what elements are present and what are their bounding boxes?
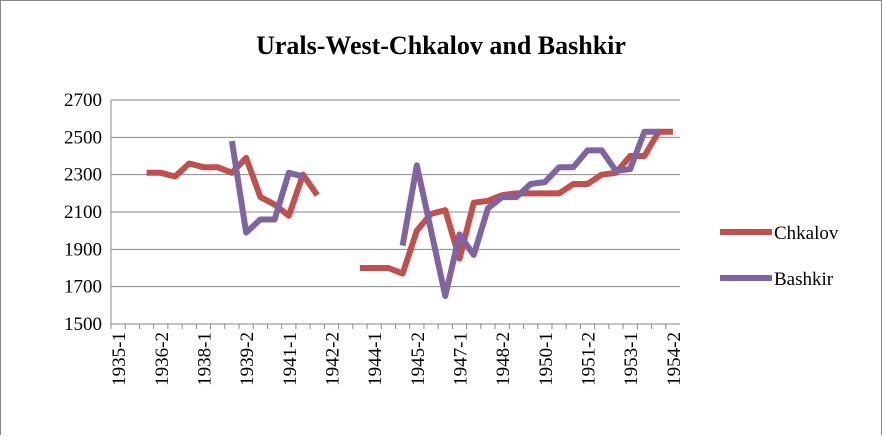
legend-label: Bashkir: [774, 269, 834, 290]
y-tick-label: 1500: [64, 314, 102, 335]
x-tick-label: 1950-1: [536, 332, 557, 386]
x-tick-label: 1947-1: [451, 332, 472, 386]
x-tick-label: 1935-1: [109, 332, 130, 386]
x-tick-label: 1945-2: [408, 332, 429, 386]
x-tick-label: 1954-2: [664, 332, 685, 386]
x-tick-label: 1953-1: [621, 332, 642, 386]
x-tick-label: 1938-1: [194, 332, 215, 386]
y-tick-label: 1700: [64, 277, 102, 298]
x-tick-label: 1941-1: [280, 332, 301, 386]
x-tick-label: 1948-2: [493, 332, 514, 386]
chart-title: Urals-West-Chkalov and Bashkir: [256, 31, 626, 60]
legend-label: Chkalov: [774, 223, 839, 244]
series-line: [228, 128, 659, 299]
x-tick-label: 1951-2: [579, 332, 600, 386]
x-tick-label: 1942-2: [322, 332, 343, 386]
x-tick-label: 1939-2: [237, 332, 258, 386]
x-tick-label: 1936-2: [152, 332, 173, 386]
y-tick-label: 2100: [64, 202, 102, 223]
y-tick-label: 2700: [64, 90, 102, 111]
y-tick-label: 2500: [64, 127, 102, 148]
y-tick-label: 1900: [64, 239, 102, 260]
x-tick-label: 1944-1: [365, 332, 386, 386]
y-tick-label: 2300: [64, 165, 102, 186]
